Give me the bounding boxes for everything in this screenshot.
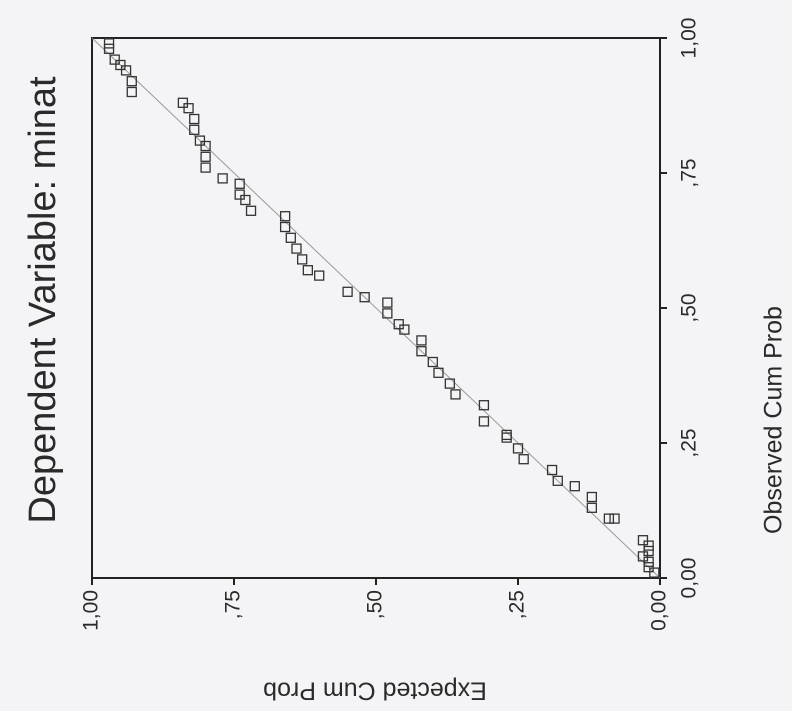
data-point <box>382 297 393 308</box>
data-point <box>637 551 649 562</box>
x-tick-label: 0,00 <box>678 558 701 599</box>
data-point <box>200 140 211 152</box>
data-point <box>279 221 291 233</box>
data-point <box>603 513 615 524</box>
data-point <box>649 567 660 578</box>
data-point <box>109 54 120 65</box>
data-point <box>478 416 490 427</box>
data-point <box>359 292 370 303</box>
data-point <box>399 324 410 335</box>
rotated-chart: Dependent Variable: minat Observed Cum P… <box>22 18 788 705</box>
data-point <box>586 491 597 503</box>
data-point <box>291 243 302 254</box>
data-point <box>501 432 512 443</box>
data-point <box>217 173 228 184</box>
data-point <box>189 124 200 135</box>
y-tick-label: 0,00 <box>648 590 671 631</box>
data-point <box>302 265 313 276</box>
y-tick-label: ,25 <box>506 590 529 619</box>
data-point <box>637 535 649 546</box>
y-tick-label: ,75 <box>222 590 245 619</box>
data-point <box>115 59 126 71</box>
data-point <box>103 38 115 49</box>
x-tick-label: ,75 <box>678 158 701 187</box>
y-tick-label: ,50 <box>364 590 387 619</box>
data-point <box>643 545 654 557</box>
x-axis-label: Observed Cum Prob <box>760 306 788 534</box>
data-point <box>586 502 597 513</box>
data-point <box>444 378 455 389</box>
data-point <box>126 76 137 87</box>
x-tick-label: ,50 <box>678 293 701 322</box>
data-point <box>427 356 438 368</box>
data-point <box>279 211 291 222</box>
data-point <box>285 232 296 243</box>
data-point <box>382 308 393 319</box>
data-point <box>200 151 211 162</box>
data-point <box>194 135 206 146</box>
x-tick-label: 1,00 <box>678 18 701 59</box>
data-point <box>183 103 194 114</box>
data-point <box>297 254 308 265</box>
data-point <box>120 65 132 76</box>
data-point <box>569 481 580 492</box>
data-point <box>240 194 251 206</box>
chart-title: Dependent Variable: minat <box>22 76 64 524</box>
data-point <box>416 335 427 346</box>
y-tick-label: 1,00 <box>80 590 103 631</box>
y-axis-label: Expected Cum Prob <box>263 676 487 704</box>
data-point <box>200 162 211 173</box>
data-point <box>234 189 245 200</box>
data-point <box>103 43 115 54</box>
data-point <box>643 556 654 567</box>
data-point <box>643 540 654 551</box>
data-point <box>609 513 620 524</box>
data-point <box>546 464 558 476</box>
data-point <box>478 400 490 411</box>
x-tick-label: ,25 <box>678 428 701 457</box>
data-point <box>393 319 404 330</box>
data-point <box>342 286 353 297</box>
data-point <box>433 367 444 378</box>
reference-line <box>91 37 661 579</box>
data-point <box>234 178 245 189</box>
data-point <box>126 86 137 98</box>
data-point <box>416 346 427 357</box>
data-point <box>245 205 257 216</box>
data-point <box>643 562 654 573</box>
data-point <box>189 113 200 125</box>
data-point <box>501 429 512 441</box>
data-point <box>450 389 461 400</box>
data-point <box>177 97 189 108</box>
data-point <box>512 443 524 454</box>
data-point <box>518 454 529 465</box>
data-point <box>314 270 325 281</box>
data-point <box>552 475 563 486</box>
